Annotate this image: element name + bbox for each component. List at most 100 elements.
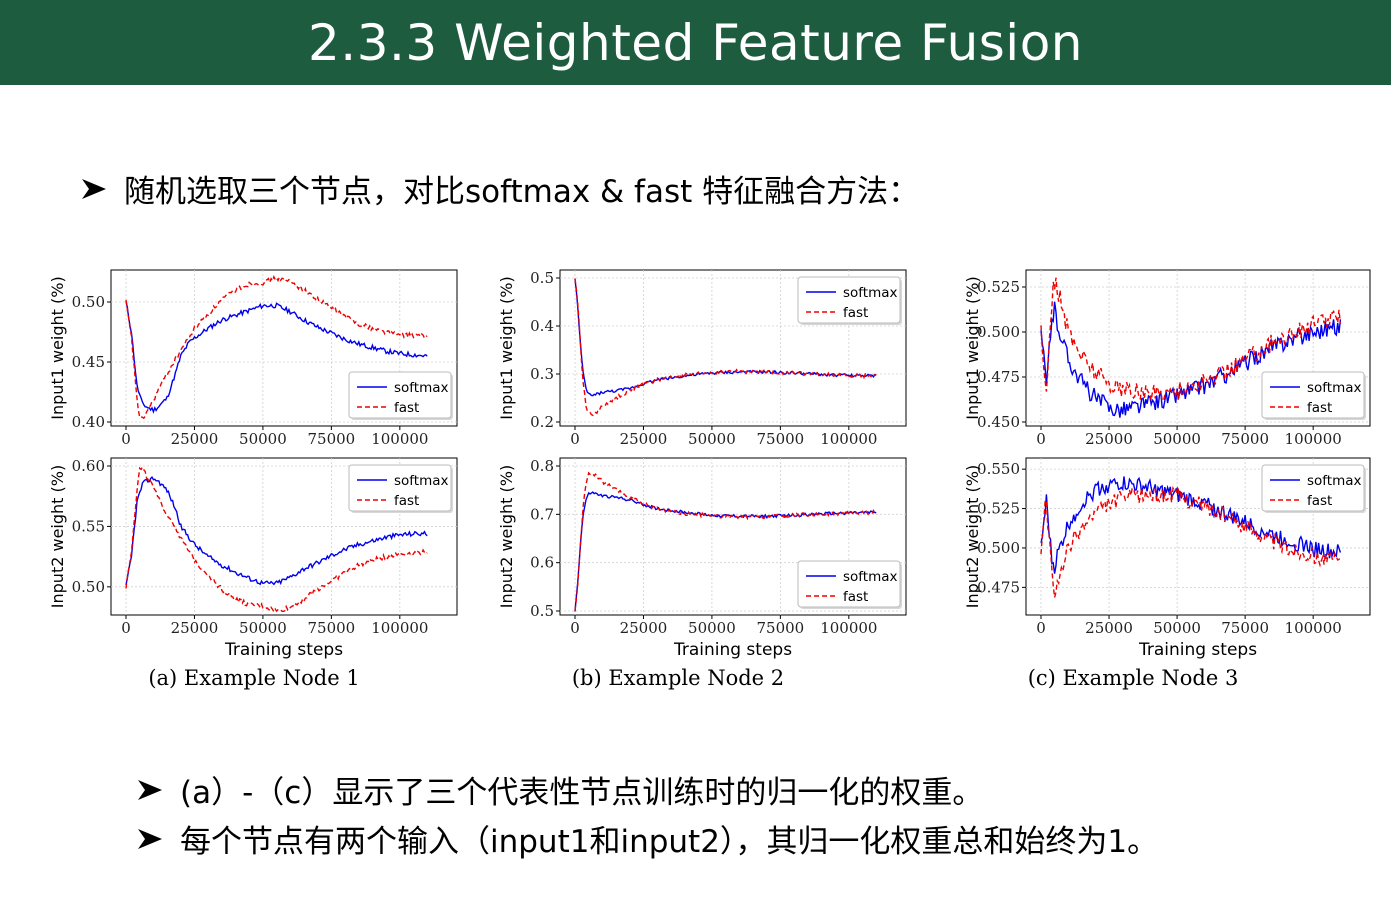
- x-tick-label: 75000: [1221, 619, 1269, 637]
- x-tick-label: 50000: [239, 430, 287, 448]
- chart-panel-b-top: 0 25000 50000 75000 100000 0.2 0.3 0.4 0.5 Input1…: [497, 269, 907, 448]
- x-tick-label: 0: [121, 619, 131, 637]
- chart-legend: softmax fast: [797, 560, 902, 609]
- y-tick-label: 0.2: [530, 413, 554, 431]
- y-axis-label: Input1 weight (%): [497, 276, 516, 419]
- y-axis-label: Input2 weight (%): [497, 465, 516, 608]
- legend-label-softmax: softmax: [394, 380, 449, 396]
- y-tick-label: 0.525: [977, 278, 1020, 296]
- x-tick-label: 25000: [171, 430, 219, 448]
- x-tick-label: 25000: [171, 619, 219, 637]
- y-tick-label: 0.475: [977, 578, 1020, 596]
- chart-panel-b-bottom: 0 25000 50000 75000 100000 0.5 0.6 0.7 0.8 Input2…: [497, 457, 907, 660]
- bullet-intro: 随机选取三个节点，对比softmax & fast 特征融合方法：: [80, 166, 919, 211]
- y-tick-label: 0.45: [72, 353, 105, 371]
- figure: 0 25000 50000 75000 1000000.400.450.50Input1…: [48, 269, 1371, 690]
- x-tick-label: 100000: [371, 430, 428, 448]
- x-tick-label: 75000: [757, 430, 805, 448]
- x-axis-label: Training steps: [1138, 640, 1257, 660]
- chart-legend: softmax fast: [1261, 464, 1366, 513]
- x-tick-label: 75000: [757, 619, 805, 637]
- x-tick-label: 100000: [1285, 430, 1342, 448]
- series-line-softmax: [125, 301, 428, 414]
- chart-panel-c-top: 0 25000 50000 75000 100000 0.450 0.475 0.500 0.5…: [963, 269, 1371, 448]
- y-tick-label: 0.40: [72, 413, 105, 431]
- x-tick-label: 25000: [620, 430, 668, 448]
- y-tick-label: 0.5: [530, 269, 554, 287]
- series-line-fast: [125, 274, 428, 420]
- y-tick-label: 0.525: [977, 500, 1020, 518]
- x-tick-label: 75000: [1221, 430, 1269, 448]
- series-line-softmax: [574, 491, 877, 612]
- x-tick-label: 0: [570, 430, 580, 448]
- legend-label-softmax: softmax: [394, 473, 449, 489]
- y-tick-label: 0.60: [72, 457, 105, 475]
- x-tick-label: 25000: [620, 619, 668, 637]
- y-tick-label: 0.500: [977, 323, 1020, 341]
- figure-caption: (b) Example Node 2: [572, 666, 784, 690]
- bullet-note-b-text: 每个节点有两个输入（input1和input2），其归一化权重总和始终为1。: [180, 824, 1159, 860]
- x-tick-label: 0: [121, 430, 131, 448]
- y-axis-label: Input2 weight (%): [48, 465, 67, 608]
- chart-panel-a-top: 0 25000 50000 75000 100000 0.40 0.45 0.50 Input1…: [48, 269, 458, 448]
- legend-label-fast: fast: [1307, 493, 1332, 509]
- series-line-fast: [574, 278, 877, 417]
- x-axis-label: Training steps: [224, 640, 343, 660]
- x-tick-label: 50000: [1153, 619, 1201, 637]
- figure-caption: (c) Example Node 3: [1028, 666, 1239, 690]
- y-tick-label: 0.55: [72, 517, 105, 535]
- x-tick-label: 100000: [820, 430, 877, 448]
- x-tick-label: 75000: [308, 619, 356, 637]
- y-tick-label: 0.5: [530, 602, 554, 620]
- series-line-softmax: [1040, 476, 1342, 574]
- series-line-softmax: [1040, 301, 1342, 418]
- chart-legend: softmax fast: [797, 276, 902, 325]
- y-tick-label: 0.6: [530, 554, 554, 572]
- y-tick-label: 0.475: [977, 368, 1020, 386]
- title-bar: 2.3.3 Weighted Feature Fusion: [0, 0, 1391, 85]
- series-line-softmax: [125, 475, 428, 586]
- legend-label-fast: fast: [1307, 400, 1332, 416]
- chart-panel-c-bottom: 0 25000 50000 75000 100000 0.475 0.500 0.525 0.5…: [963, 457, 1371, 660]
- x-tick-label: 25000: [1085, 619, 1133, 637]
- bullet-intro-text: 随机选取三个节点，对比softmax & fast 特征融合方法：: [124, 174, 920, 210]
- legend-label-fast: fast: [843, 589, 868, 605]
- legend-label-softmax: softmax: [1307, 380, 1362, 396]
- x-tick-label: 100000: [371, 619, 428, 637]
- x-tick-label: 100000: [820, 619, 877, 637]
- x-tick-label: 100000: [1285, 619, 1342, 637]
- chart-legend: softmax fast: [348, 464, 453, 513]
- legend-label-fast: fast: [394, 493, 419, 509]
- x-tick-label: 0: [1036, 430, 1046, 448]
- y-axis-label: Input1 weight (%): [963, 276, 982, 419]
- legend-label-fast: fast: [843, 305, 868, 321]
- y-tick-label: 0.4: [530, 317, 554, 335]
- series-line-fast: [574, 471, 877, 611]
- chart-legend: softmax fast: [1261, 371, 1366, 420]
- y-tick-label: 0.450: [977, 413, 1020, 431]
- x-tick-label: 50000: [239, 619, 287, 637]
- arrow-bullet-icon: [138, 828, 162, 849]
- arrow-bullet-icon: [82, 178, 106, 199]
- legend-label-softmax: softmax: [1307, 473, 1362, 489]
- legend-label-softmax: softmax: [843, 285, 898, 301]
- y-tick-label: 0.7: [530, 505, 554, 523]
- chart-panel-a-bottom: 0 25000 50000 75000 100000 0.50 0.55 0.60 Input2…: [48, 457, 458, 660]
- y-tick-label: 0.3: [530, 365, 554, 383]
- x-tick-label: 0: [570, 619, 580, 637]
- y-tick-label: 0.50: [72, 578, 105, 596]
- arrow-bullet-icon: [138, 779, 162, 800]
- y-axis-label: Input2 weight (%): [963, 465, 982, 608]
- y-tick-label: 0.500: [977, 539, 1020, 557]
- x-tick-label: 50000: [1153, 430, 1201, 448]
- y-tick-label: 0.8: [530, 457, 554, 475]
- series-line-fast: [125, 465, 428, 614]
- x-tick-label: 0: [1036, 619, 1046, 637]
- legend-label-softmax: softmax: [843, 569, 898, 585]
- y-tick-label: 0.550: [977, 460, 1020, 478]
- chart-legend: softmax fast: [348, 371, 453, 420]
- y-tick-label: 0.50: [72, 293, 105, 311]
- series-line-softmax: [574, 279, 877, 397]
- x-tick-label: 50000: [688, 430, 736, 448]
- x-tick-label: 75000: [308, 430, 356, 448]
